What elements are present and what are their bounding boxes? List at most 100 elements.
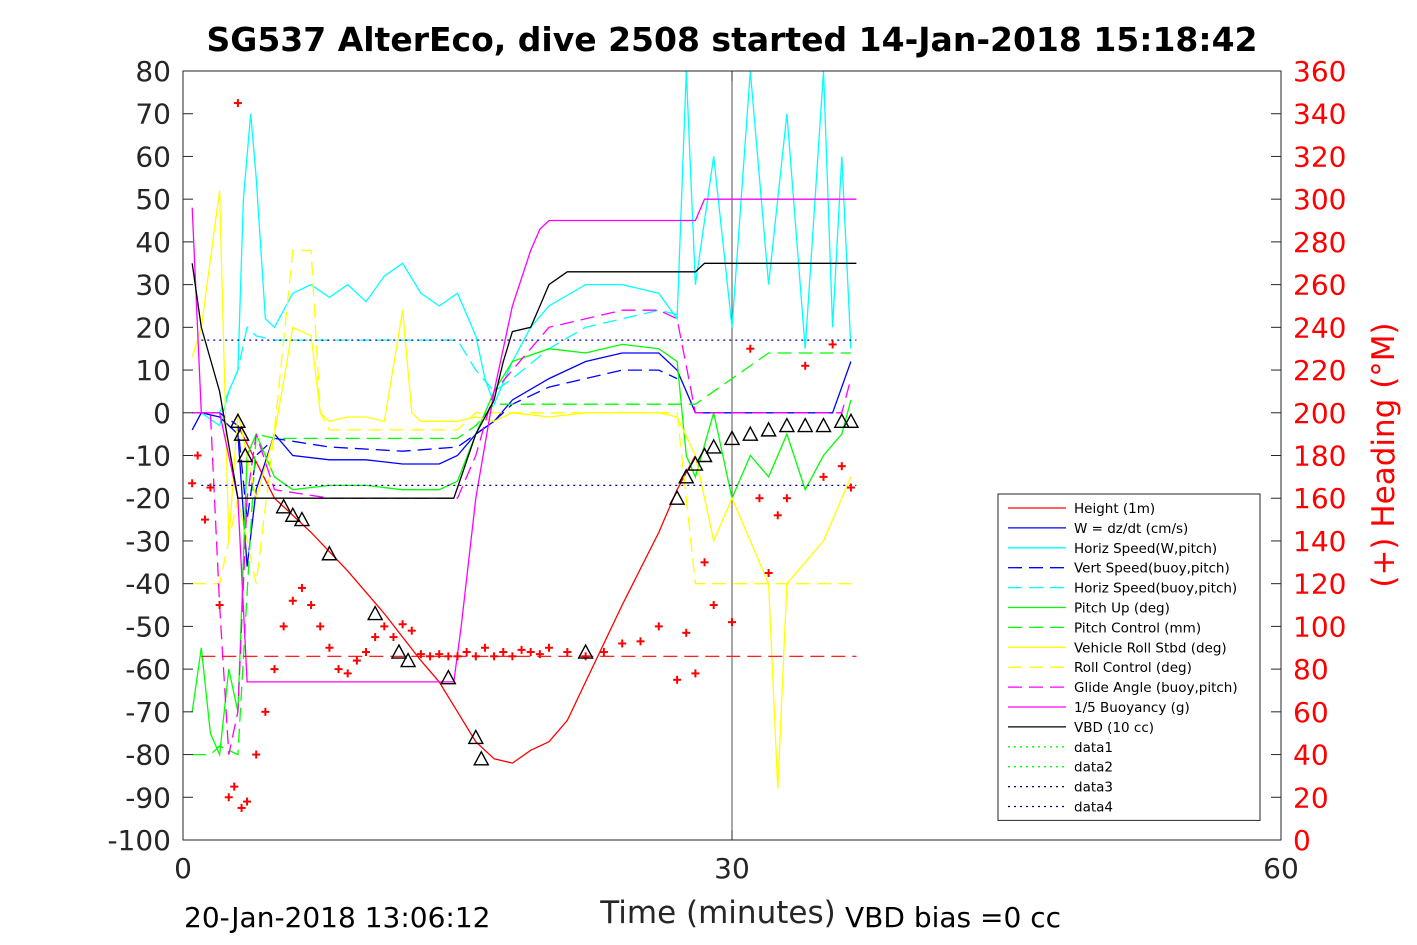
heading-point <box>581 652 590 661</box>
series-line-8 <box>192 249 851 585</box>
depth-marker <box>742 425 759 441</box>
legend-label: data1 <box>1074 740 1113 756</box>
legend-label: Glide Angle (buoy,pitch) <box>1074 680 1238 696</box>
y2-tick-label: 0 <box>1293 824 1311 857</box>
heading-point <box>380 622 389 631</box>
depth-marker <box>473 750 490 766</box>
y-tick-label: -60 <box>125 653 171 686</box>
y2-tick-label: 240 <box>1293 311 1346 344</box>
y2-tick-label: 200 <box>1293 397 1346 430</box>
heading-point <box>599 648 608 657</box>
heading-point <box>618 639 627 648</box>
y2-tick-label: 60 <box>1293 696 1329 729</box>
legend-label: data2 <box>1074 760 1113 776</box>
heading-point <box>728 618 736 627</box>
series-line-0 <box>237 425 696 764</box>
y-tick-label: -70 <box>125 696 171 729</box>
heading-point <box>480 643 489 652</box>
legend-label: 1/5 Buoyancy (g) <box>1074 700 1190 716</box>
heading-point <box>773 511 782 520</box>
heading-point <box>682 628 691 637</box>
y-tick-label: -90 <box>125 781 171 814</box>
heading-point <box>444 652 453 661</box>
x-tick-label: 0 <box>174 852 192 885</box>
heading-point <box>801 361 810 370</box>
heading-point <box>499 648 508 657</box>
legend-label: Horiz Speed(buoy,pitch) <box>1074 581 1237 597</box>
heading-point <box>453 652 462 661</box>
heading-point <box>407 626 416 635</box>
series-line-7 <box>191 190 852 789</box>
depth-marker <box>467 728 484 745</box>
y-tick-label: 40 <box>135 226 171 259</box>
heading-point <box>700 558 709 567</box>
heading-point <box>230 782 239 791</box>
heading-point <box>325 643 334 652</box>
y-tick-label: -20 <box>125 482 171 515</box>
heading-point <box>243 797 252 806</box>
depth-marker <box>440 669 457 685</box>
timestamp-footer: 20-Jan-2018 13:06:12 <box>184 901 490 934</box>
legend-label: Roll Control (deg) <box>1074 660 1192 676</box>
vbd-bias-footer: VBD bias =0 cc <box>845 901 1061 934</box>
depth-marker <box>321 545 338 561</box>
depth-marker <box>668 489 686 505</box>
heading-point <box>691 669 700 678</box>
heading-point <box>764 568 773 577</box>
axes-layer: 80706050403020100-10-20-30-40-50-60-70-8… <box>107 55 1346 885</box>
series-layer <box>191 70 857 789</box>
heading-point <box>755 494 764 503</box>
heading-point <box>654 622 663 631</box>
heading-point <box>270 665 279 674</box>
heading-point <box>846 483 855 492</box>
heading-point <box>837 462 846 471</box>
series-line-3 <box>192 369 678 520</box>
heading-point <box>343 669 352 678</box>
heading-point <box>288 596 297 605</box>
legend-label: Height (1m) <box>1074 501 1155 517</box>
legend-label: VBD (10 cc) <box>1074 720 1154 736</box>
legend-label: Pitch Up (deg) <box>1074 601 1170 617</box>
y-tick-label: 80 <box>135 55 171 88</box>
heading-point <box>490 652 499 661</box>
depth-marker <box>233 425 250 441</box>
y-tick-label: -40 <box>125 568 171 601</box>
series-line-6 <box>192 352 851 756</box>
heading-point <box>828 340 837 349</box>
heading-point <box>297 583 306 592</box>
y-tick-label: -80 <box>125 739 171 772</box>
legend: Height (1m) W = dz/dt (cm/s) Horiz Speed(W… <box>997 493 1261 821</box>
heading-point <box>206 483 215 492</box>
heading-point <box>416 650 425 659</box>
heading-point <box>188 479 197 488</box>
heading-point <box>426 652 435 661</box>
y-tick-label: 20 <box>135 311 171 344</box>
depth-marker <box>842 412 860 429</box>
heading-point <box>371 633 380 642</box>
heading-point <box>636 637 645 646</box>
heading-point <box>215 601 224 610</box>
legend-label: Vehicle Roll Stbd (deg) <box>1074 640 1227 656</box>
depth-marker <box>237 447 254 463</box>
y-tick-label: 30 <box>135 269 171 302</box>
y2-tick-label: 40 <box>1293 739 1329 772</box>
y2-tick-label: 320 <box>1293 140 1346 173</box>
depth-marker <box>797 417 814 433</box>
right-axis-label: (+) Heading (°M) <box>1366 322 1402 587</box>
depth-marker <box>833 412 850 429</box>
depth-marker <box>293 511 311 527</box>
heading-point <box>545 643 553 652</box>
y-tick-label: -10 <box>125 440 171 473</box>
heading-point <box>471 652 480 661</box>
heading-point <box>334 665 343 674</box>
y-tick-label: -50 <box>125 610 171 643</box>
y2-tick-label: 160 <box>1293 482 1346 515</box>
y2-tick-label: 300 <box>1293 183 1346 216</box>
legend-label: data3 <box>1074 780 1113 796</box>
depth-marker <box>366 605 384 621</box>
depth-marker <box>399 652 417 668</box>
y-tick-label: 0 <box>153 397 171 430</box>
heading-point <box>200 515 209 524</box>
series-line-11 <box>191 262 857 499</box>
